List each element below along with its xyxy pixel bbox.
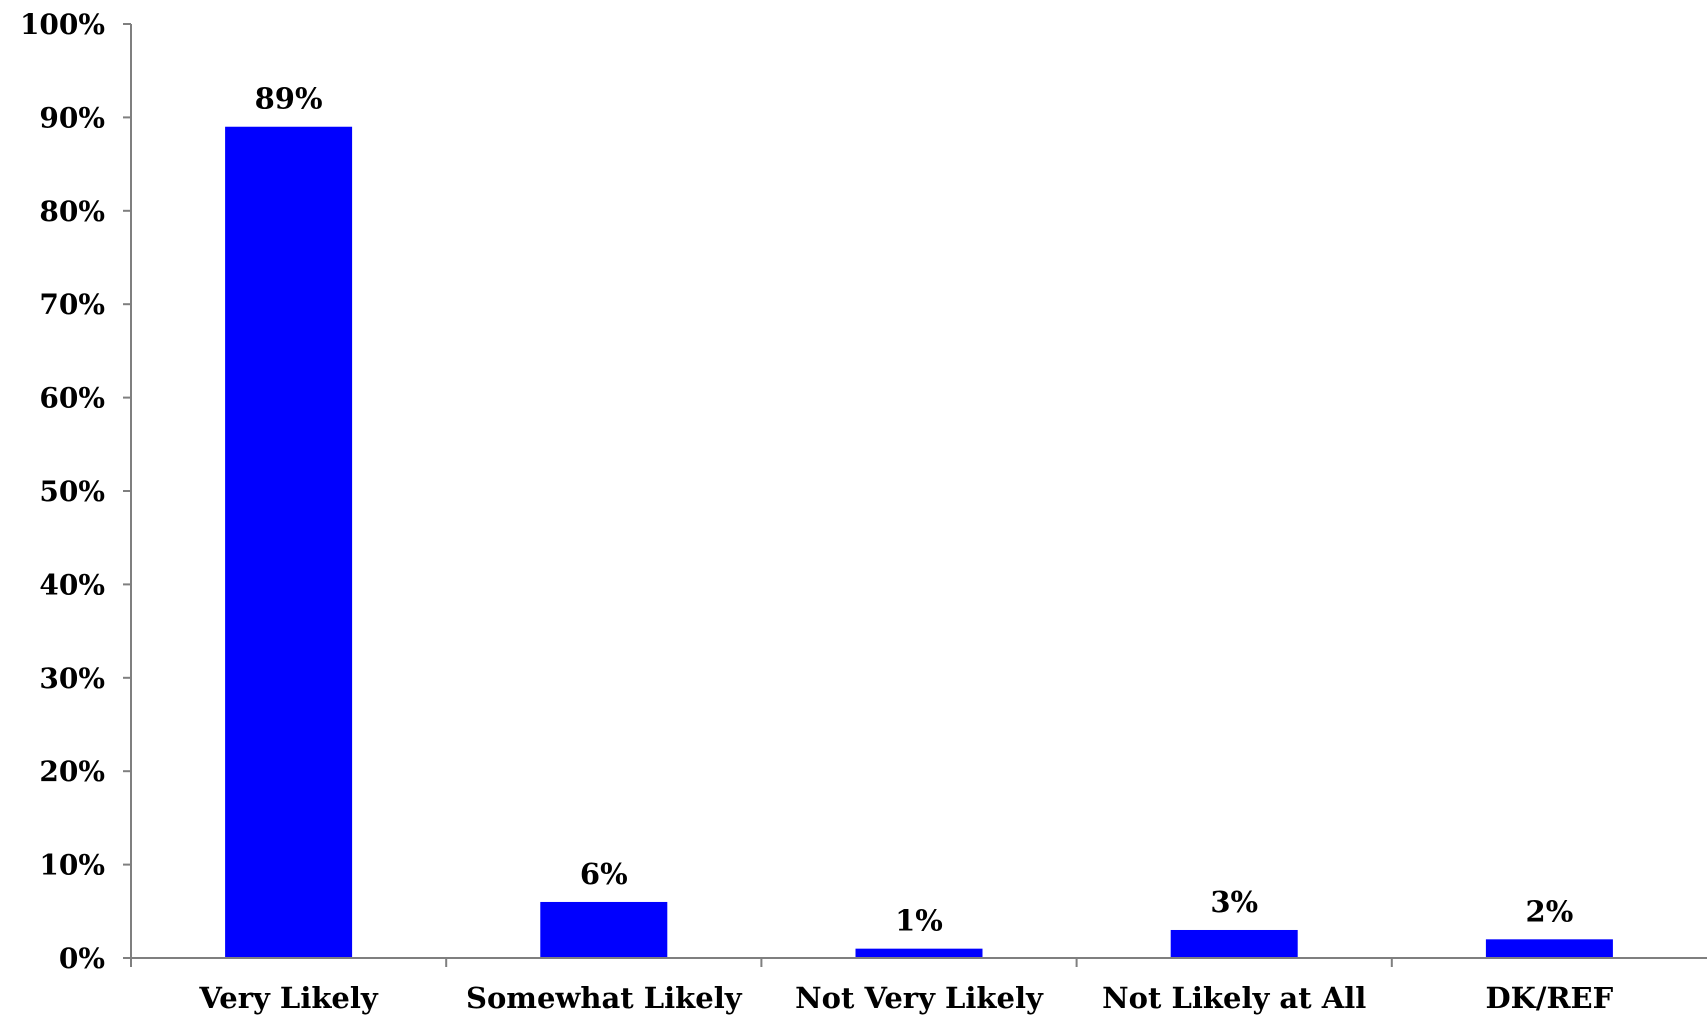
y-tick-label: 60% [39,382,105,415]
x-tick-label: Somewhat Likely [466,981,743,1015]
data-label: 89% [255,82,323,116]
y-tick-label: 20% [39,755,105,788]
y-tick-label: 100% [20,8,105,41]
data-label: 6% [580,857,628,891]
x-axis-ticks: Very Likely Somewhat Likely Not Very Likel… [130,958,1614,1015]
bar [855,948,983,958]
x-tick-label: Not Likely at All [1102,981,1366,1015]
y-tick-label: 30% [39,662,105,695]
bar [225,126,353,959]
y-tick-label: 90% [39,101,105,134]
bar [540,901,668,958]
data-label: 2% [1526,894,1574,928]
bar [1485,939,1613,958]
bar [1170,929,1298,958]
bars [225,126,1613,959]
x-tick-label: Not Very Likely [795,981,1044,1015]
y-tick-label: 70% [39,288,105,321]
x-tick-label: DK/REF [1486,981,1614,1015]
data-label: 3% [1210,885,1258,919]
y-axis-ticks: 0% 10% 20% 30% 40% 50% 60% 70% 80% 90% 100% [20,8,131,975]
y-tick-label: 0% [59,942,105,975]
y-tick-label: 10% [39,849,105,882]
data-labels: 89% 6% 1% 3% 2% [255,82,1574,938]
x-tick-label: Very Likely [198,981,378,1015]
y-tick-label: 50% [39,475,105,508]
y-tick-label: 80% [39,195,105,228]
y-tick-label: 40% [39,568,105,601]
data-label: 1% [895,904,943,938]
